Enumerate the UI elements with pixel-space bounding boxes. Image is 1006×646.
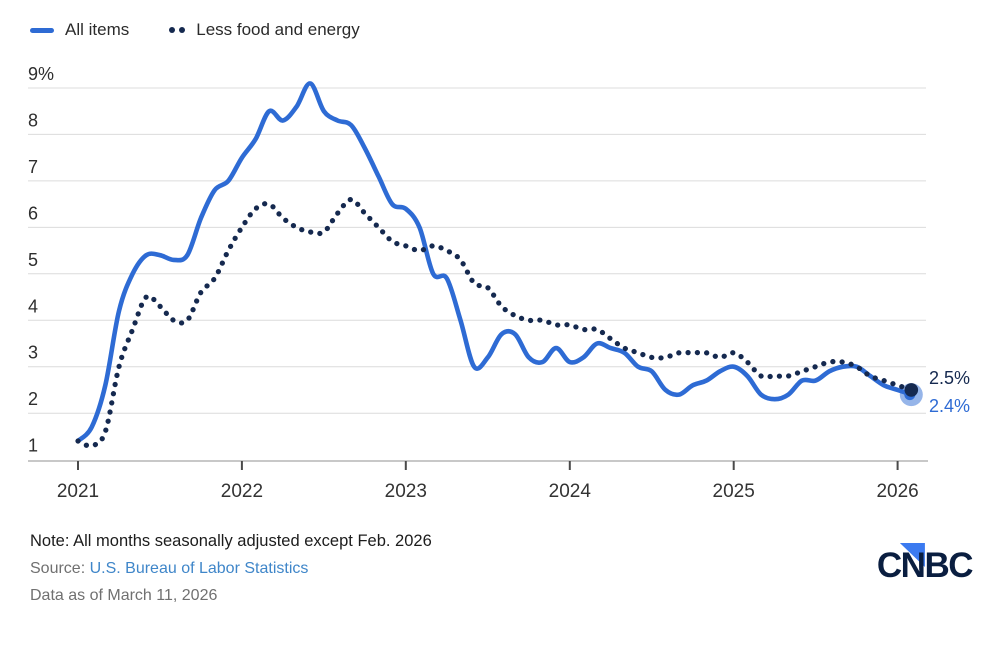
less-food-energy-dots-swatch	[169, 27, 186, 33]
all-items-line-swatch	[30, 27, 54, 33]
y-tick-label: 4	[28, 296, 38, 316]
legend-label-all-items: All items	[65, 20, 130, 39]
x-tick-label: 2023	[385, 481, 427, 502]
x-tick-label: 2021	[57, 481, 99, 502]
endpoint-dot-less-food-energy	[904, 383, 919, 397]
x-tick-label: 2024	[549, 481, 592, 502]
legend-label-less-food-energy: Less food and energy	[196, 20, 360, 39]
series-all-items-path	[75, 81, 914, 444]
chart-source-line: Source: U.S. Bureau of Labor Statistics	[30, 560, 308, 578]
y-tick-label: 7	[28, 157, 38, 177]
cnbc-logo: CNBC	[876, 543, 974, 585]
y-tick-label: 3	[28, 343, 38, 363]
y-tick-label: 1	[28, 436, 38, 456]
y-tick-label: 8	[28, 110, 38, 130]
source-link[interactable]: U.S. Bureau of Labor Statistics	[89, 560, 309, 577]
legend-item-all-items[interactable]: All items	[30, 20, 129, 40]
y-tick-label: 5	[28, 250, 38, 270]
inflation-chart-svg[interactable]: 9% 8 7 6 5 4 3 2 1 2021 2022 2023 2024 2025 2026	[0, 0, 1006, 515]
y-tick-label: 2	[28, 389, 38, 409]
cnbc-logo-text: CNBC	[876, 546, 974, 585]
data-as-of: Data as of March 11, 2026	[30, 587, 218, 604]
legend-item-less-food-energy[interactable]: Less food and energy	[169, 20, 360, 40]
y-tick-label: 6	[28, 203, 38, 223]
x-tick-label: 2026	[876, 481, 918, 502]
series-less-food-energy-path	[75, 196, 914, 449]
chart-legend: All items Less food and energy	[30, 20, 360, 40]
end-label-less-food-energy: 2.5%	[929, 368, 971, 388]
chart-note: Note: All months seasonally adjusted exc…	[30, 532, 432, 550]
x-tick-label: 2022	[221, 481, 263, 502]
x-tick-label: 2025	[713, 481, 755, 502]
y-tick-label: 9%	[28, 64, 54, 84]
end-label-all-items: 2.4%	[929, 396, 971, 416]
source-prefix: Source:	[30, 560, 90, 577]
